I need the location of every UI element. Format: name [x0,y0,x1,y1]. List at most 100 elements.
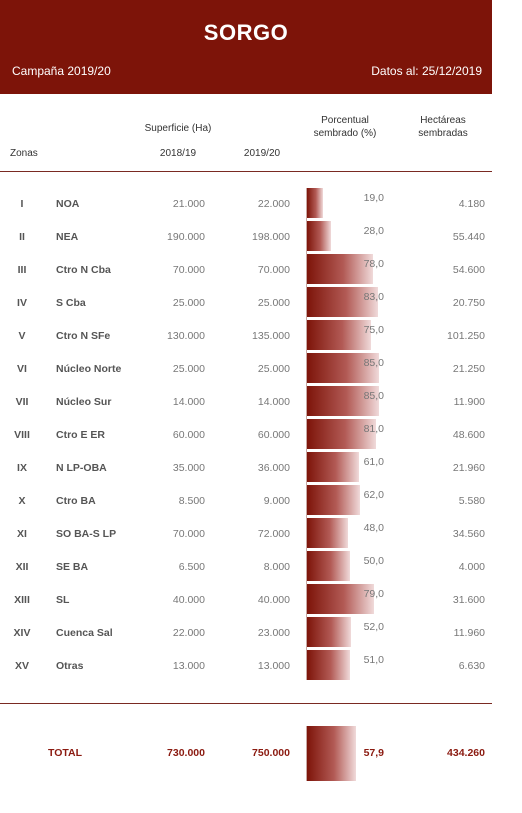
zone-number: IV [17,297,27,309]
table-row: VIII Ctro E ER 60.000 60.000 81,0 48.600 [0,419,492,452]
zone-number: V [18,330,26,342]
table-row: II NEA 190.000 198.000 28,0 55.440 [0,221,492,254]
superficie-2018-19: 14.000 [172,396,205,408]
table-row: V Ctro N SFe 130.000 135.000 75,0 101.250 [0,320,492,353]
zone-name: N LP-OBA [56,462,107,474]
zone-name: S Cba [56,297,86,309]
percent-bar [307,221,331,251]
superficie-2019-20: 22.000 [257,198,290,210]
total-hectareas: 434.260 [447,747,485,759]
hectareas-sembradas: 11.900 [453,396,485,408]
total-percent-label: 57,9 [363,747,384,759]
hectareas-sembradas: 54.600 [452,264,485,276]
percent-label: 62,0 [363,489,384,501]
superficie-2019-20: 25.000 [257,363,290,375]
percent-bar [307,287,378,317]
percent-label: 51,0 [363,654,384,666]
zone-number: II [19,231,25,243]
hectareas-sembradas: 101.250 [447,330,485,342]
superficie-2019-20: 13.000 [257,660,290,672]
percent-bar [307,584,375,614]
percent-label: 28,0 [363,225,384,237]
hectareas-sembradas: 4.180 [458,198,485,210]
percent-bar [307,254,374,284]
zone-name: Ctro BA [56,495,96,507]
col-header-zonas: Zonas [10,148,38,159]
percent-bar [307,485,360,515]
page-title: SORGO [203,20,289,45]
zone-number: IX [17,462,27,474]
superficie-2018-19: 6.500 [178,561,205,573]
zone-name: SL [56,594,70,606]
percent-bar [307,188,324,218]
table-row: XIII SL 40.000 40.000 79,0 31.600 [0,584,492,617]
percent-bar [307,386,380,416]
superficie-2019-20: 9.000 [263,495,290,507]
table-row: XII SE BA 6.500 8.000 50,0 4.000 [0,551,492,584]
superficie-2019-20: 198.000 [252,231,290,243]
table-row: III Ctro N Cba 70.000 70.000 78,0 54.600 [0,254,492,287]
percent-bar [307,518,348,548]
campaign-label: Campaña 2019/20 [12,64,111,78]
percent-label: 50,0 [363,555,384,567]
superficie-2018-19: 130.000 [167,330,205,342]
superficie-2018-19: 60.000 [172,429,205,441]
col-header-porcentual-line1: Porcentual [321,115,369,126]
total-bar-axis [306,726,307,781]
table-row: VI Núcleo Norte 25.000 25.000 85,0 21.250 [0,353,492,386]
zone-number: VIII [14,429,30,441]
hectareas-sembradas: 34.560 [452,528,485,540]
zone-name: NOA [56,198,80,210]
table-row: IV S Cba 25.000 25.000 83,0 20.750 [0,287,492,320]
table-row: XIV Cuenca Sal 22.000 23.000 52,0 11.960 [0,617,492,650]
superficie-2018-19: 25.000 [172,363,205,375]
superficie-2019-20: 23.000 [257,627,290,639]
col-header-hectareas-line2: sembradas [418,128,468,139]
superficie-2019-20: 36.000 [257,462,290,474]
total-2019-20: 750.000 [252,747,290,759]
table-row: X Ctro BA 8.500 9.000 62,0 5.580 [0,485,492,518]
header-banner: SORGO Campaña 2019/20 Datos al: 25/12/20… [0,0,492,94]
total-label: TOTAL [48,747,83,759]
zone-number: VII [15,396,29,408]
superficie-2018-19: 70.000 [172,264,205,276]
superficie-2019-20: 25.000 [257,297,290,309]
hectareas-sembradas: 6.630 [458,660,485,672]
col-header-2018-19: 2018/19 [159,148,197,159]
hectareas-sembradas: 48.600 [452,429,485,441]
zone-name: Núcleo Sur [56,396,112,408]
percent-bar [307,353,380,383]
superficie-2019-20: 70.000 [257,264,290,276]
data-date-label: Datos al: 25/12/2019 [371,64,482,78]
percent-bar [307,617,352,647]
zone-number: XIII [14,594,30,606]
table-row: XI SO BA-S LP 70.000 72.000 48,0 34.560 [0,518,492,551]
superficie-2019-20: 135.000 [252,330,290,342]
percent-bar [307,551,350,581]
percent-bar [307,320,371,350]
hectareas-sembradas: 55.440 [452,231,485,243]
col-header-porcentual: Porcentual sembrado (%) [300,114,390,140]
percent-label: 75,0 [363,324,384,336]
col-header-superficie: Superficie (Ha) [144,123,212,134]
superficie-2019-20: 60.000 [257,429,290,441]
zone-name: Ctro N Cba [56,264,111,276]
total-divider [0,703,492,704]
zone-number: I [20,198,24,210]
percent-label: 85,0 [363,357,384,369]
superficie-2018-19: 8.500 [178,495,205,507]
header-divider [0,171,492,172]
superficie-2018-19: 40.000 [172,594,205,606]
zone-number: XV [14,660,29,672]
zone-name: SE BA [56,561,89,573]
percent-label: 79,0 [363,588,384,600]
col-header-2019-20: 2019/20 [243,148,281,159]
percent-label: 19,0 [363,192,384,204]
table-row: XV Otras 13.000 13.000 51,0 6.630 [0,650,492,683]
percent-bar [307,419,376,449]
col-header-hectareas: Hectáreas sembradas [398,114,488,140]
zone-number: VI [17,363,27,375]
percent-label: 48,0 [363,522,384,534]
bar-axis [306,188,307,680]
superficie-2018-19: 25.000 [172,297,205,309]
